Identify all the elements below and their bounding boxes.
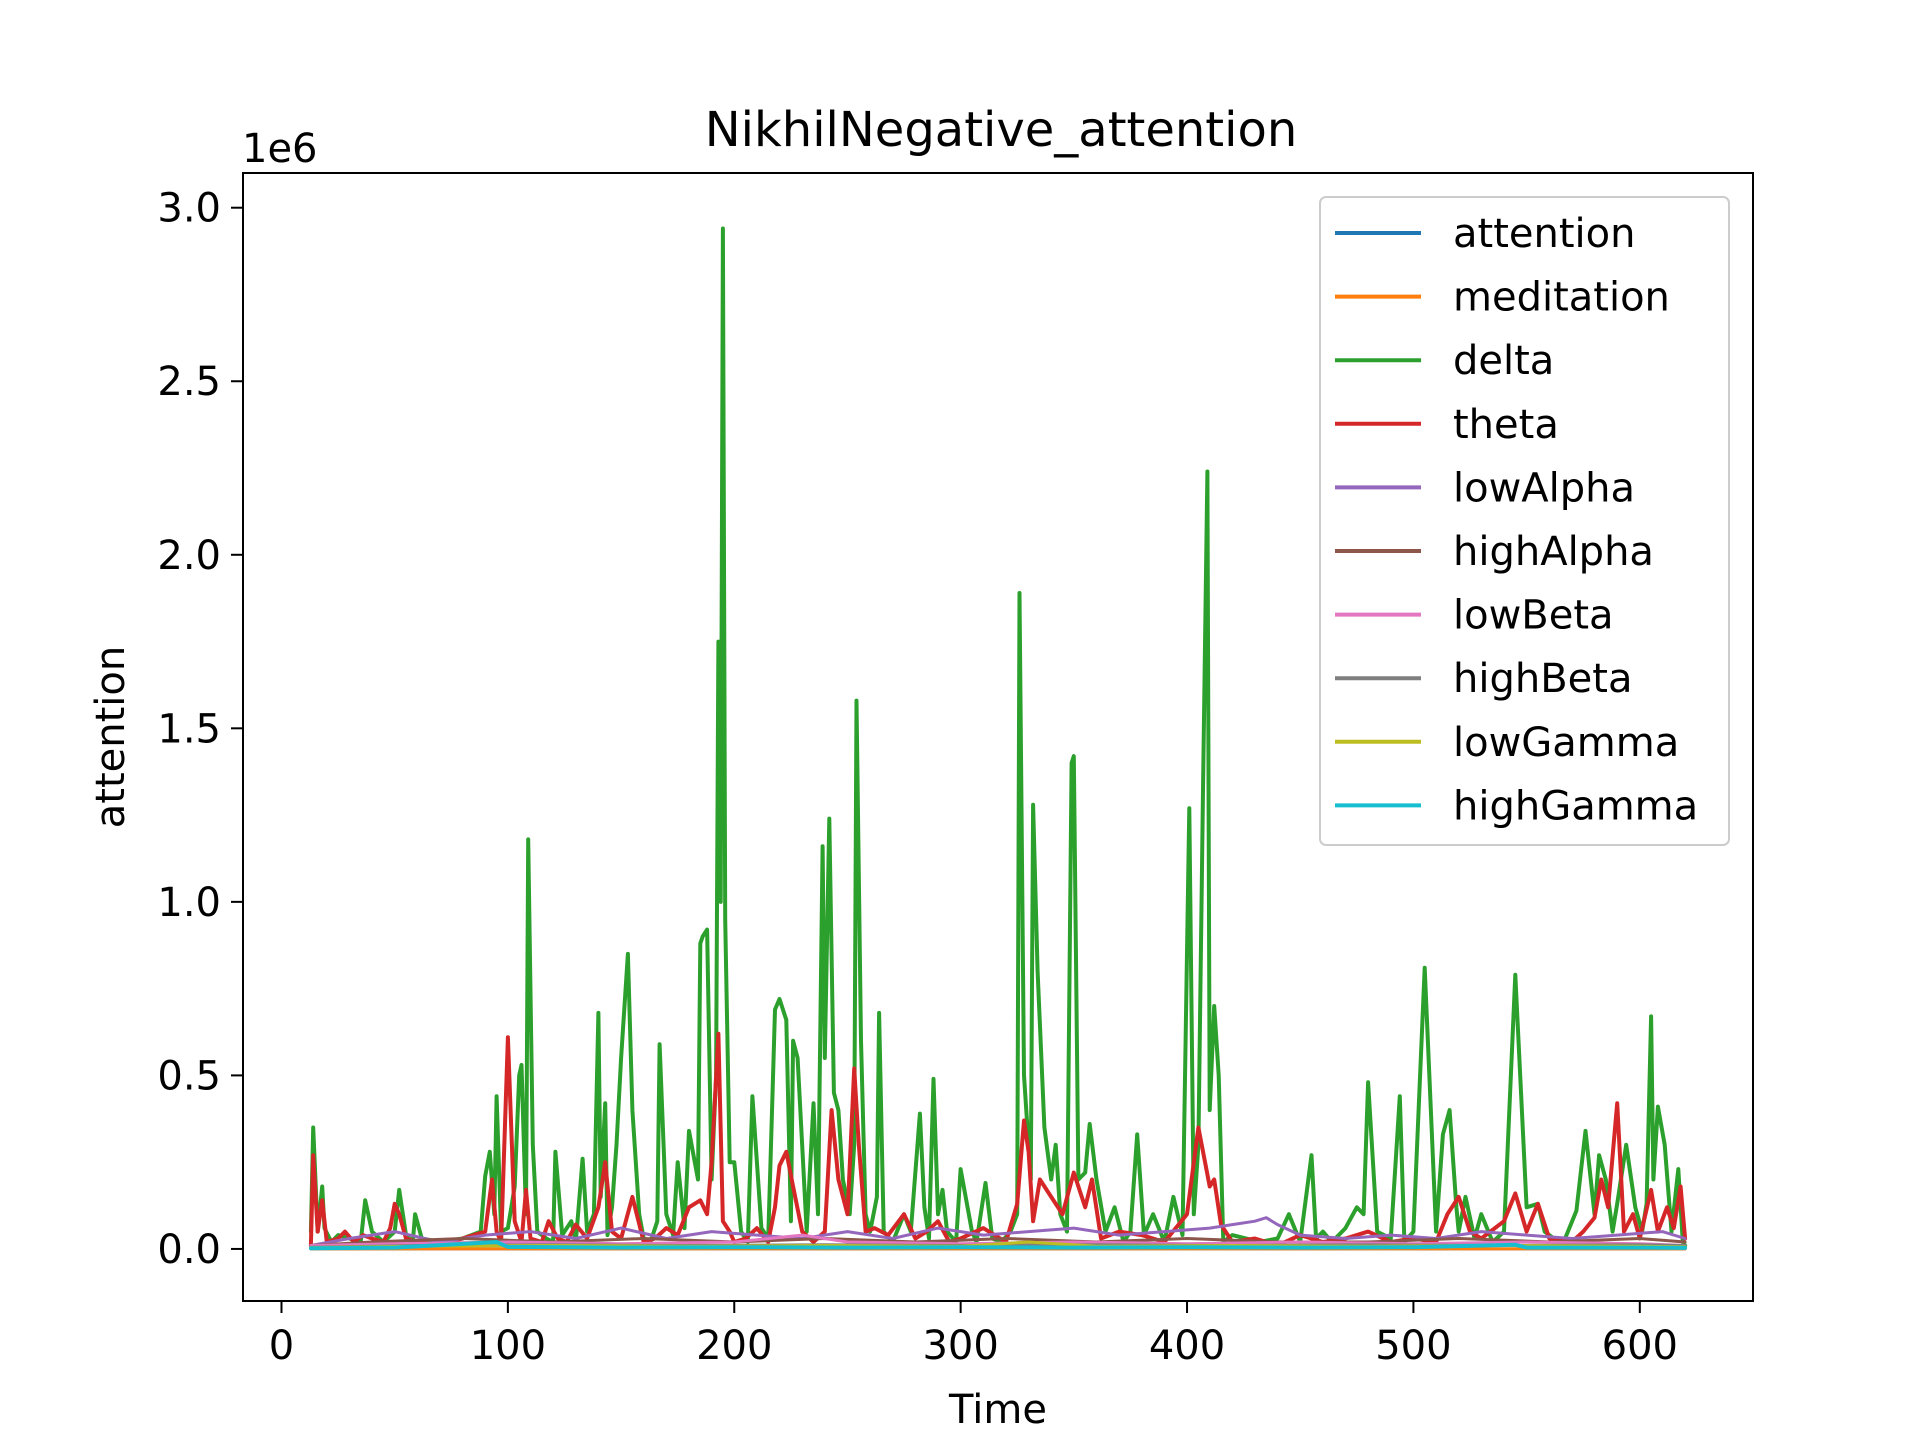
legend-label-theta: theta <box>1453 402 1559 448</box>
legend-label-lowGamma: lowGamma <box>1453 720 1679 766</box>
legend-label-highBeta: highBeta <box>1453 656 1632 702</box>
y-tick-label: 3.0 <box>157 186 221 232</box>
x-axis-ticks: 0 100 200 300 400 500 600 <box>269 1301 1678 1369</box>
legend-box <box>1319 196 1730 846</box>
y-axis-title: attention <box>88 646 134 828</box>
x-axis-title: Time <box>948 1387 1047 1433</box>
x-tick-label: 100 <box>470 1323 546 1369</box>
series-line-theta <box>308 1031 1688 1248</box>
legend-label-highAlpha: highAlpha <box>1453 529 1654 575</box>
y-tick-label: 2.5 <box>157 359 221 405</box>
y-tick-label: 1.5 <box>157 706 221 752</box>
legend-label-meditation: meditation <box>1453 275 1670 321</box>
x-tick-label: 0 <box>269 1323 294 1369</box>
legend-label-attention: attention <box>1453 211 1635 257</box>
series-line-lowAlpha <box>309 1216 1687 1247</box>
legend-label-lowAlpha: lowAlpha <box>1453 465 1635 511</box>
legend-label-highGamma: highGamma <box>1453 783 1698 829</box>
y-tick-label: 1.0 <box>157 880 221 926</box>
axes-frame <box>242 172 1754 1302</box>
axes <box>242 172 1754 1302</box>
y-axis-ticks: 0.0 0.5 1.0 1.5 2.0 2.5 3.0 <box>157 186 243 1273</box>
x-tick-label: 600 <box>1602 1323 1678 1369</box>
legend-label-lowBeta: lowBeta <box>1453 593 1614 639</box>
series-line-highGamma <box>308 1240 1688 1251</box>
y-tick-label: 0.0 <box>157 1227 221 1273</box>
plot-area <box>308 226 1688 1251</box>
chart-title: NikhilNegative_attention <box>705 102 1298 158</box>
legend-label-delta: delta <box>1453 338 1554 384</box>
legend: attention meditation delta theta lowAlpha hig… <box>1319 196 1730 846</box>
y-tick-label: 0.5 <box>157 1053 221 1099</box>
x-tick-label: 500 <box>1375 1323 1451 1369</box>
x-tick-label: 400 <box>1149 1323 1225 1369</box>
y-tick-label: 2.0 <box>157 533 221 579</box>
x-tick-label: 300 <box>922 1323 998 1369</box>
y-offset-label: 1e6 <box>242 126 318 172</box>
series-line-lowBeta <box>309 1233 1687 1247</box>
x-tick-label: 200 <box>696 1323 772 1369</box>
